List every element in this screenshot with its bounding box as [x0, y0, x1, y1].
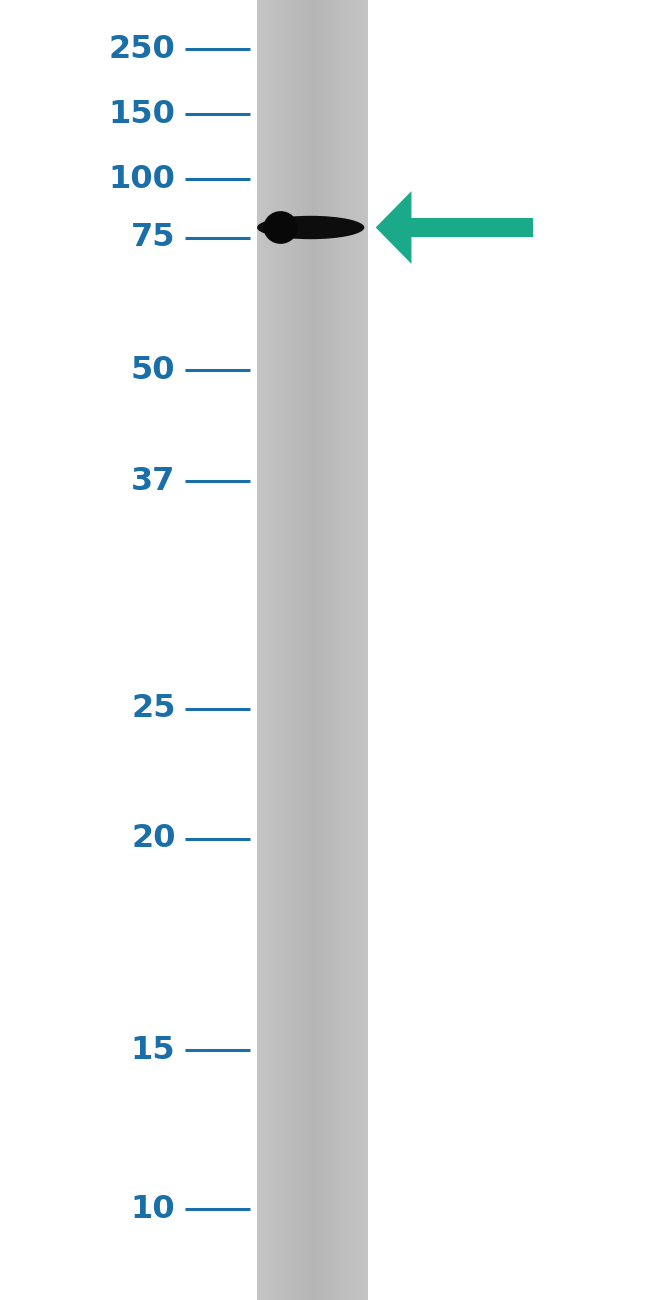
Bar: [339, 0, 342, 1300]
Bar: [349, 0, 351, 1300]
Bar: [328, 0, 331, 1300]
Bar: [268, 0, 270, 1300]
Ellipse shape: [263, 211, 298, 244]
Bar: [281, 0, 283, 1300]
Bar: [257, 0, 259, 1300]
Bar: [347, 0, 350, 1300]
Text: 150: 150: [109, 99, 176, 130]
Bar: [283, 0, 285, 1300]
Bar: [336, 0, 339, 1300]
Bar: [358, 0, 361, 1300]
Bar: [316, 0, 318, 1300]
Bar: [307, 0, 309, 1300]
Bar: [305, 0, 307, 1300]
Bar: [264, 0, 266, 1300]
Bar: [301, 0, 304, 1300]
Bar: [308, 0, 311, 1300]
Text: 25: 25: [131, 693, 176, 724]
Bar: [272, 0, 274, 1300]
Bar: [341, 0, 344, 1300]
Ellipse shape: [257, 216, 364, 239]
Bar: [312, 0, 315, 1300]
Text: 75: 75: [131, 222, 176, 254]
Text: 37: 37: [131, 465, 176, 497]
Text: 100: 100: [109, 164, 176, 195]
Bar: [273, 0, 276, 1300]
Bar: [303, 0, 306, 1300]
Bar: [321, 0, 324, 1300]
Bar: [279, 0, 281, 1300]
Bar: [286, 0, 289, 1300]
Bar: [343, 0, 346, 1300]
Text: 10: 10: [131, 1193, 176, 1225]
Bar: [354, 0, 357, 1300]
Bar: [259, 0, 261, 1300]
Bar: [295, 0, 298, 1300]
Bar: [345, 0, 348, 1300]
Bar: [325, 0, 328, 1300]
Bar: [270, 0, 272, 1300]
Bar: [317, 0, 320, 1300]
Bar: [330, 0, 333, 1300]
Bar: [338, 0, 341, 1300]
Text: 250: 250: [109, 34, 176, 65]
Bar: [263, 0, 265, 1300]
Bar: [292, 0, 294, 1300]
Bar: [266, 0, 268, 1300]
Text: 15: 15: [131, 1035, 176, 1066]
Text: 50: 50: [131, 355, 176, 386]
Bar: [411, 218, 533, 237]
Bar: [352, 0, 355, 1300]
Bar: [356, 0, 359, 1300]
Bar: [323, 0, 326, 1300]
Bar: [297, 0, 300, 1300]
Bar: [319, 0, 322, 1300]
Bar: [332, 0, 335, 1300]
Bar: [334, 0, 337, 1300]
Bar: [261, 0, 263, 1300]
Bar: [299, 0, 302, 1300]
Bar: [314, 0, 317, 1300]
Bar: [310, 0, 313, 1300]
Bar: [290, 0, 292, 1300]
Bar: [365, 0, 368, 1300]
Bar: [257, 0, 367, 1300]
Bar: [275, 0, 278, 1300]
Polygon shape: [376, 191, 411, 264]
Text: 20: 20: [131, 823, 176, 854]
Bar: [277, 0, 280, 1300]
Bar: [361, 0, 364, 1300]
Bar: [294, 0, 296, 1300]
Bar: [285, 0, 287, 1300]
Bar: [351, 0, 353, 1300]
Bar: [327, 0, 329, 1300]
Bar: [363, 0, 366, 1300]
Bar: [360, 0, 363, 1300]
Bar: [288, 0, 291, 1300]
